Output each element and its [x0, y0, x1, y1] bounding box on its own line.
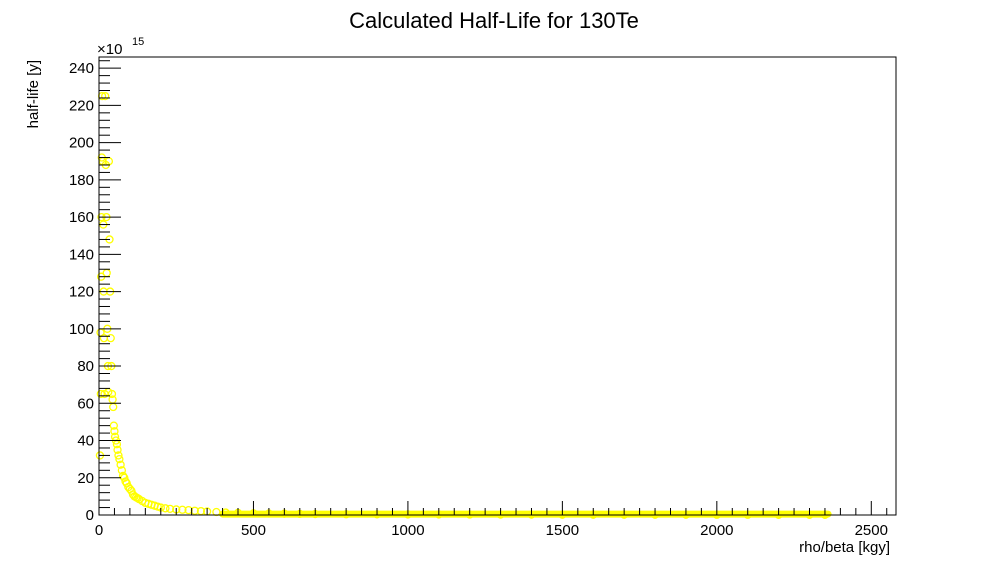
- x-tick-label: 0: [95, 522, 103, 539]
- y-tick-label: 240: [69, 60, 94, 77]
- x-tick-label: 2500: [855, 522, 888, 539]
- y-multiplier-exponent: 15: [132, 36, 144, 48]
- y-tick-label: 0: [86, 507, 94, 524]
- chart-title: Calculated Half-Life for 130Te: [349, 8, 639, 33]
- y-multiplier-base: ×10: [97, 41, 122, 58]
- x-tick-label: 1500: [546, 522, 579, 539]
- data-points: [96, 93, 828, 519]
- y-tick-label: 80: [77, 358, 94, 375]
- y-tick-label: 20: [77, 470, 94, 487]
- plot-frame: [99, 57, 896, 515]
- data-point: [213, 509, 220, 516]
- data-point: [107, 335, 114, 342]
- data-point: [110, 404, 117, 411]
- x-tick-label: 1000: [391, 522, 424, 539]
- y-tick-label: 180: [69, 172, 94, 189]
- y-tick-label: 140: [69, 246, 94, 263]
- y-tick-label: 40: [77, 433, 94, 450]
- y-tick-label: 160: [69, 209, 94, 226]
- y-tick-label: 120: [69, 284, 94, 301]
- y-tick-label: 220: [69, 97, 94, 114]
- x-axis-ticks: 0 500 1000 1500 2000 2500: [95, 501, 888, 539]
- y-tick-label: 60: [77, 395, 94, 412]
- x-tick-label: 2000: [700, 522, 733, 539]
- data-point: [100, 335, 107, 342]
- y-tick-label: 100: [69, 321, 94, 338]
- y-tick-label: 200: [69, 135, 94, 152]
- y-axis-label: half-life [y]: [25, 60, 42, 128]
- x-axis-label: rho/beta [kgy]: [799, 539, 890, 556]
- data-point: [103, 269, 110, 276]
- x-tick-label: 500: [241, 522, 266, 539]
